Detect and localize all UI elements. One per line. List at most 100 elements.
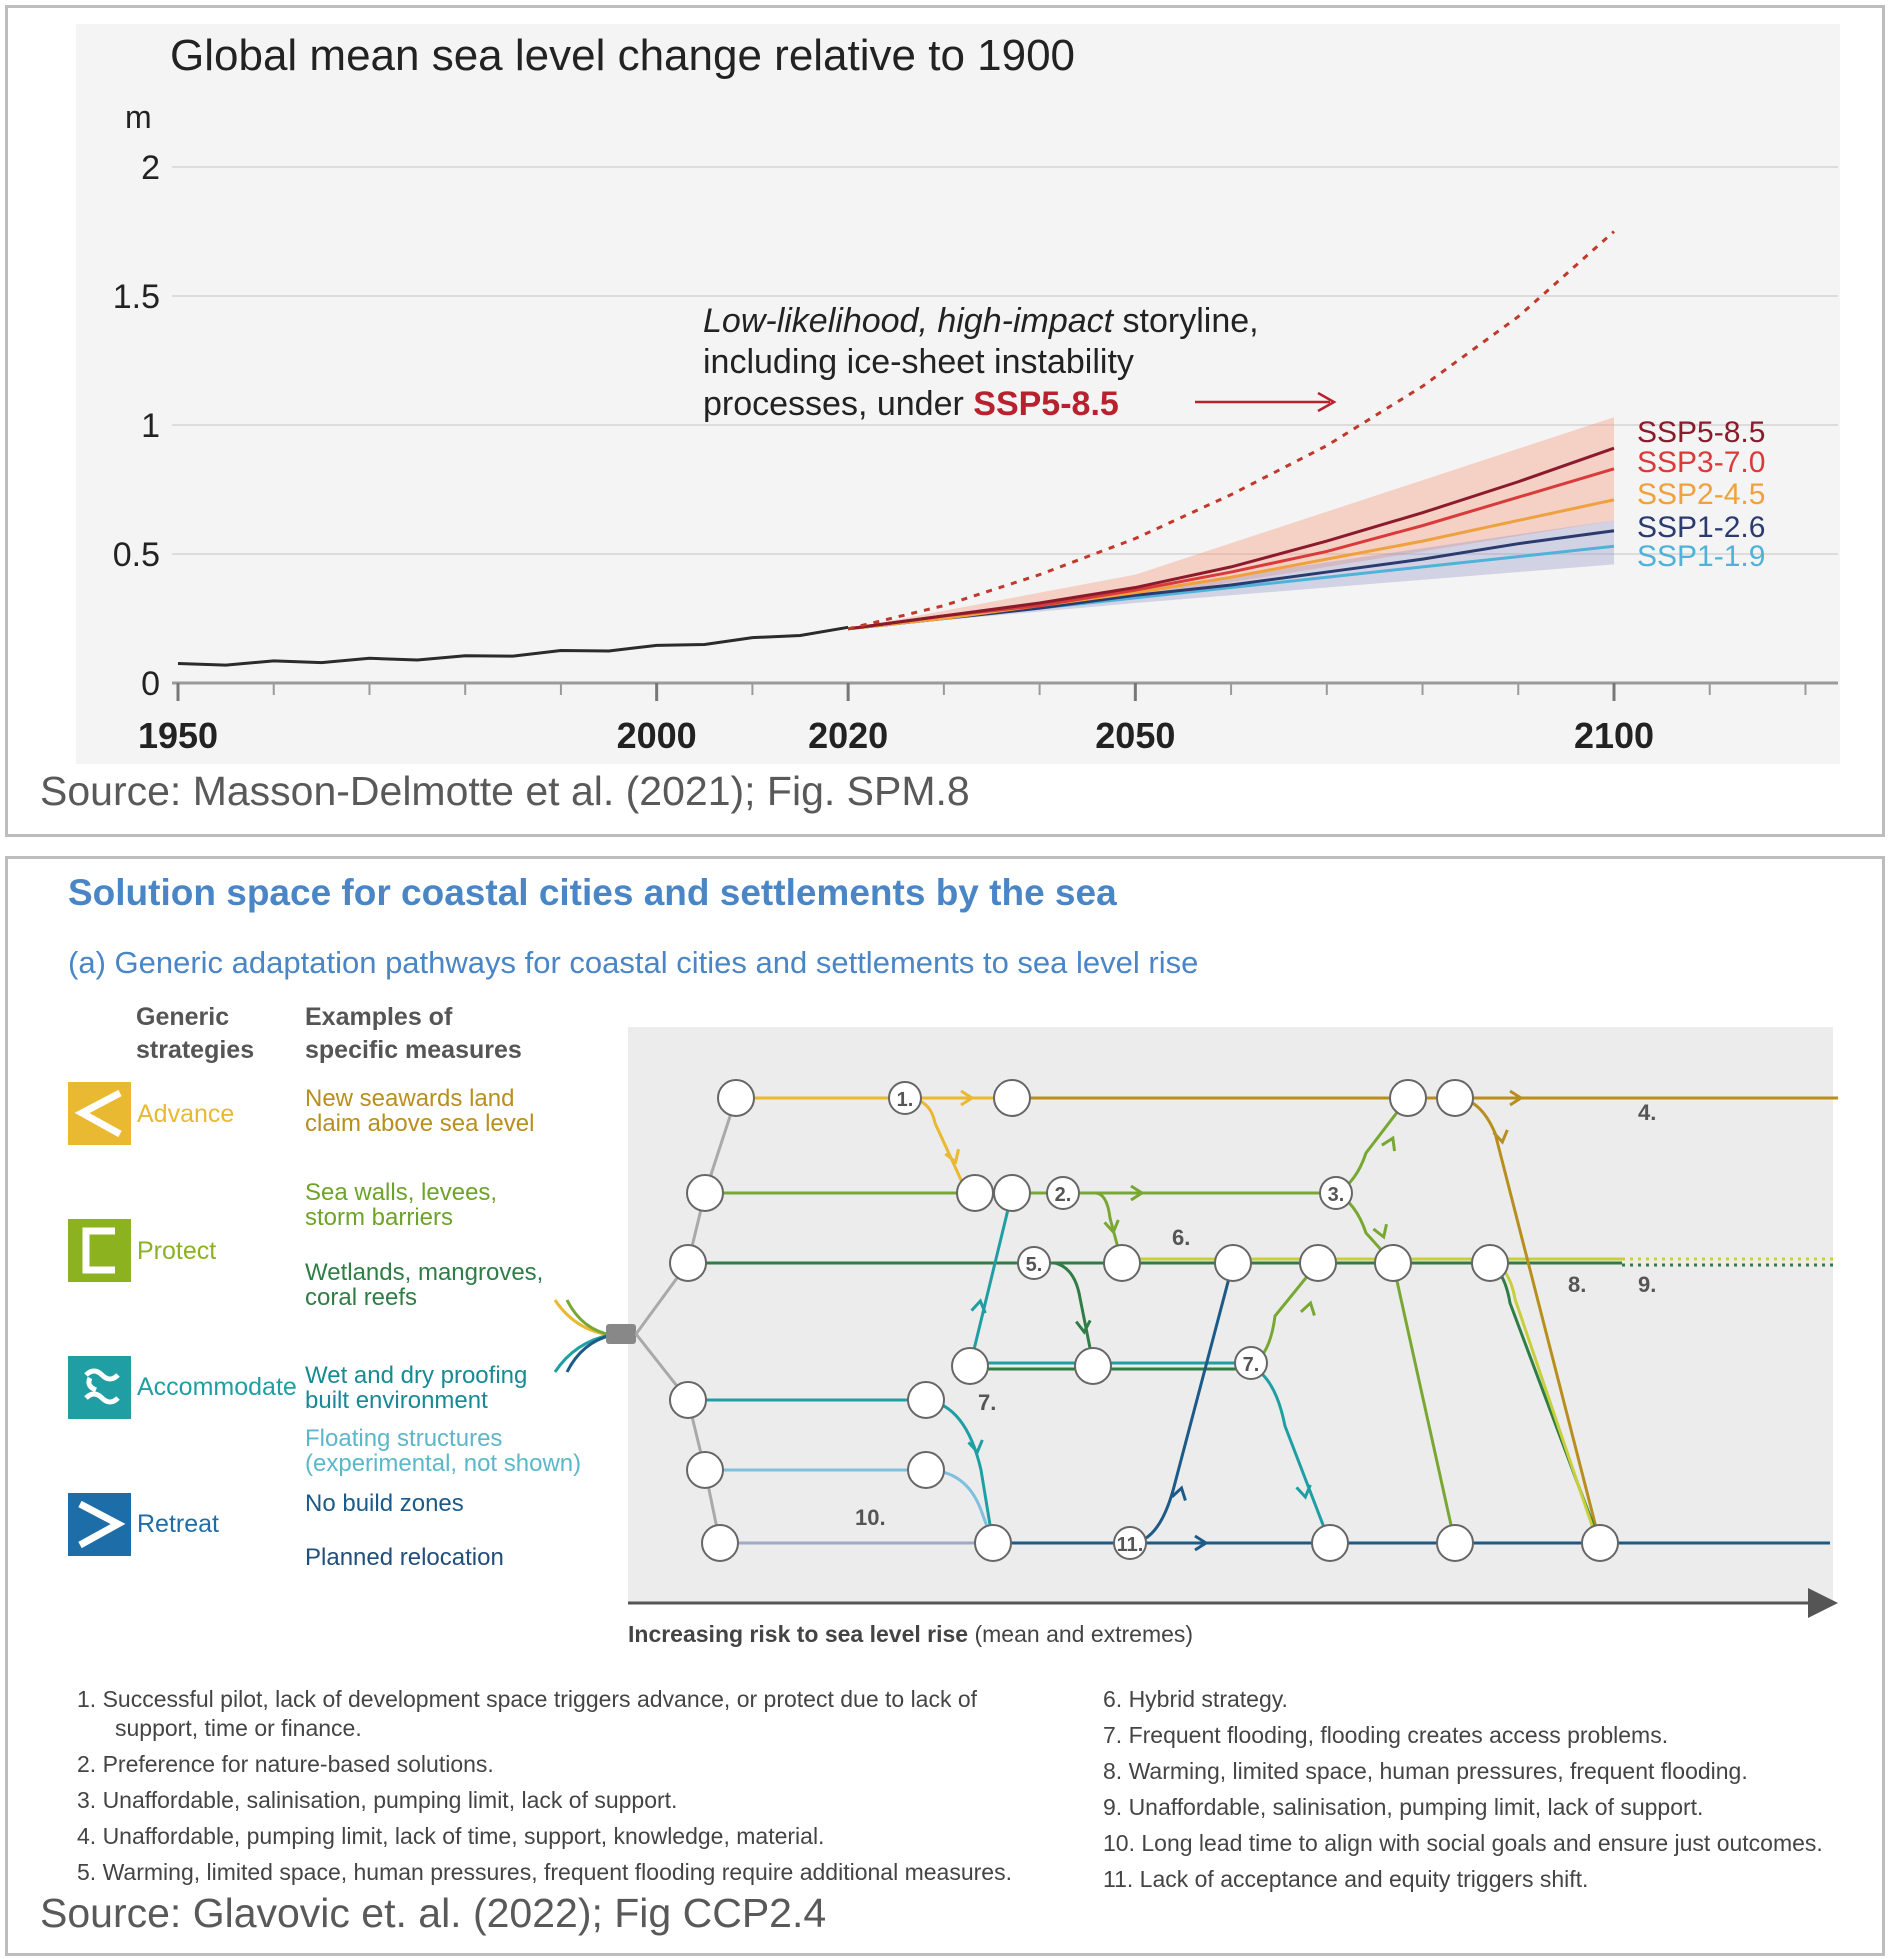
branch-spine-line <box>634 1097 738 1335</box>
junction-box <box>606 1324 636 1344</box>
arrowhead-icon <box>970 1298 987 1314</box>
strategy-label-advance: Advance <box>137 1100 234 1128</box>
measure-text: built environment <box>305 1387 488 1414</box>
note-right: 8. Warming, limited space, human pressur… <box>1103 1758 1748 1784</box>
marker-circle <box>1046 1176 1080 1210</box>
annotation-italic: Low-likelihood, high-impact <box>703 302 1115 340</box>
measure-text: Sea walls, levees, <box>305 1179 497 1206</box>
arrowhead-icon <box>1509 1089 1524 1107</box>
marker-label: 3. <box>1328 1184 1345 1206</box>
note-right: 11. Lack of acceptance and equity trigge… <box>1103 1866 1588 1892</box>
note-right: 9. Unaffordable, salinisation, pumping l… <box>1103 1794 1703 1820</box>
y-tick-label: 1 <box>141 407 160 445</box>
arrowhead-icon <box>1381 1135 1397 1152</box>
x-tick-label: 2100 <box>1574 715 1654 756</box>
series-line-ssp5-8.5 <box>847 446 1615 631</box>
annotation-arrow-head <box>1317 391 1337 413</box>
decision-node <box>956 1174 994 1212</box>
svg-text:processes, under SSP5-8.5: processes, under SSP5-8.5 <box>703 385 1119 423</box>
ssp585-range-band <box>848 417 1614 629</box>
arrowhead-icon <box>960 1089 975 1107</box>
measure-text: (experimental, not shown) <box>305 1450 581 1477</box>
decision-node <box>1074 1347 1112 1385</box>
decision-node <box>993 1079 1031 1117</box>
bottom-source-text: Source: Glavovic et. al. (2022); Fig CCP… <box>40 1890 827 1936</box>
protect-down-line <box>1391 1262 1457 1544</box>
measure-text: Wet and dry proofing <box>305 1362 527 1389</box>
marker-label: 5. <box>1026 1254 1043 1276</box>
incoming-line <box>553 1333 611 1373</box>
measure-text: Planned relocation <box>305 1544 504 1571</box>
arrowhead-icon <box>1075 1319 1092 1335</box>
arrowhead-icon <box>1130 1184 1145 1202</box>
marker-circle <box>1017 1246 1051 1280</box>
strategy-retreat: Retreat <box>68 1493 219 1556</box>
incoming-line <box>553 1299 611 1337</box>
marker-circle <box>1319 1176 1353 1210</box>
marker-label: 7. <box>1243 1354 1260 1376</box>
strategy-advance: Advance <box>68 1082 234 1145</box>
measure-text: coral reefs <box>305 1284 417 1311</box>
legend-label: SSP5-8.5 <box>1637 416 1765 449</box>
risk-axis-arrow-icon <box>1808 1588 1838 1618</box>
arrowhead-icon <box>944 1148 960 1165</box>
decision-node <box>1374 1244 1412 1282</box>
annotation-text-1: storyline, <box>1113 302 1259 340</box>
decision-node <box>1214 1244 1252 1282</box>
annotation-text-3: processes, under <box>703 385 973 423</box>
x-tick-label: 2000 <box>617 715 697 756</box>
arrowhead-icon <box>1194 1534 1209 1552</box>
strategy-label-retreat: Retreat <box>137 1510 219 1538</box>
y-axis-unit: m <box>125 99 152 135</box>
legend-label: SSP3-7.0 <box>1637 446 1765 479</box>
decision-node <box>701 1524 739 1562</box>
marker-circle <box>1234 1346 1268 1380</box>
marker-circle <box>1113 1526 1147 1560</box>
decision-node <box>1311 1524 1349 1562</box>
legend-label: SSP1-2.6 <box>1637 511 1765 544</box>
accommodate-up <box>968 1192 1014 1367</box>
y-tick-label: 1.5 <box>113 278 160 316</box>
strategy-accommodate: Accommodate <box>68 1356 297 1419</box>
decision-node <box>1436 1524 1474 1562</box>
note-left: support, time or finance. <box>115 1715 362 1741</box>
legend-label: SSP1-1.9 <box>1637 540 1765 573</box>
marker-label: 8. <box>1568 1272 1586 1297</box>
decision-node <box>907 1451 945 1489</box>
col-strategies-line2: strategies <box>136 1036 254 1064</box>
decision-node <box>686 1451 724 1489</box>
transition-5 <box>1054 1261 1095 1364</box>
marker-label: 10. <box>855 1505 886 1530</box>
decision-node <box>1436 1079 1474 1117</box>
decision-node <box>1299 1244 1337 1282</box>
decision-node <box>1581 1524 1619 1562</box>
annotation-scenario: SSP5-8.5 <box>973 385 1119 423</box>
storyline-dotted-line <box>847 230 1615 631</box>
top-source-text: Source: Masson-Delmotte et al. (2021); F… <box>40 768 970 814</box>
decision-node <box>993 1174 1031 1212</box>
measure-text: Wetlands, mangroves, <box>305 1259 543 1286</box>
decision-node <box>907 1381 945 1419</box>
note-left: 2. Preference for nature-based solutions… <box>77 1751 494 1777</box>
note-left: 3. Unaffordable, salinisation, pumping l… <box>77 1787 677 1813</box>
marker-label: 7. <box>978 1390 996 1415</box>
decision-node <box>951 1347 989 1385</box>
arrowhead-icon <box>1299 1300 1316 1316</box>
note-left: 4. Unaffordable, pumping limit, lack of … <box>77 1823 824 1849</box>
marker-label: 1. <box>897 1089 914 1111</box>
ssp119-range-band <box>848 520 1614 629</box>
arrowhead-icon <box>1372 1223 1388 1240</box>
marker-circle <box>888 1081 922 1115</box>
pathways-subtitle: (a) Generic adaptation pathways for coas… <box>68 945 1198 980</box>
decision-node <box>669 1244 707 1282</box>
plot-background <box>76 24 1840 764</box>
series-line-ssp2-4.5 <box>847 498 1615 631</box>
arrowhead-icon <box>1492 1129 1509 1145</box>
x-tick-label: 2020 <box>808 715 888 756</box>
x-tick-label: 1950 <box>138 715 218 756</box>
arrowhead-icon <box>1295 1484 1312 1500</box>
decision-node <box>1471 1244 1509 1282</box>
arrowhead-icon <box>1170 1485 1187 1501</box>
arrowhead-icon <box>967 1439 984 1455</box>
risk-axis-label: Increasing risk to sea level rise (mean … <box>628 1621 1193 1647</box>
